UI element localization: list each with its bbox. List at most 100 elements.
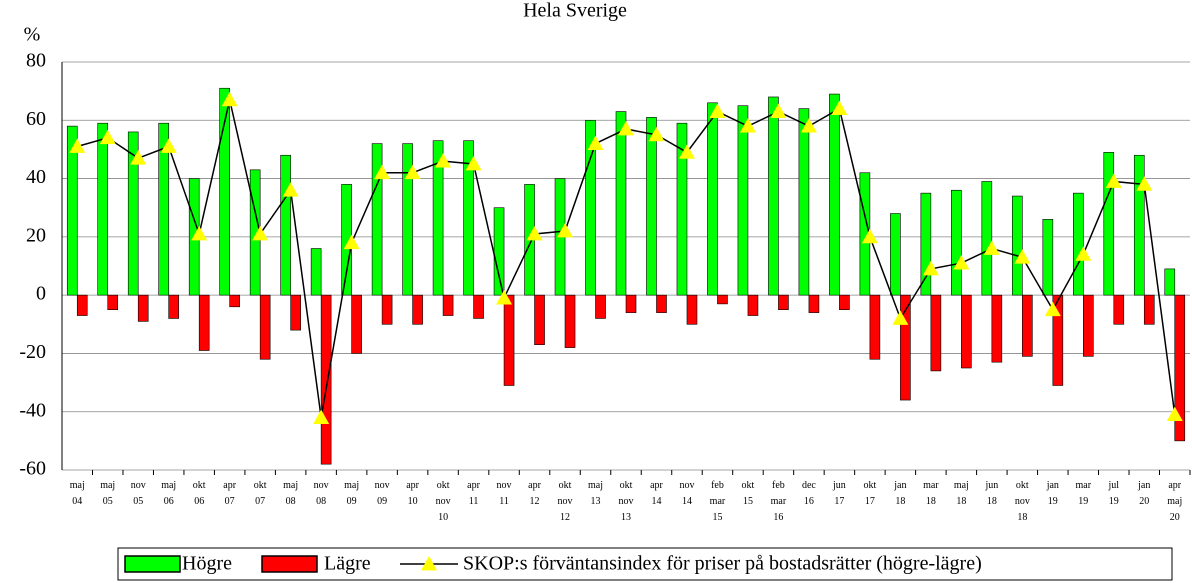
x-tick-label: okt 17 [863, 480, 877, 507]
bar [463, 140, 474, 296]
y-tick-label: 20 [26, 224, 46, 246]
marker [709, 103, 726, 118]
y-tick-label: 80 [26, 50, 46, 72]
marker [191, 225, 208, 241]
bar [127, 131, 139, 296]
bar [442, 294, 454, 316]
marker [252, 225, 269, 241]
x-tick-label: nov 05 [130, 480, 146, 507]
marker [1136, 176, 1153, 191]
legend-label: Lägre [324, 553, 371, 575]
bar [229, 294, 240, 308]
bar [219, 87, 230, 296]
x-tick-label: feb mar 16 [770, 480, 787, 523]
bar [585, 119, 596, 296]
y-tick-label: -20 [19, 341, 46, 363]
x-tick-label: apr 14 [650, 480, 663, 507]
marker [618, 121, 634, 136]
bar [259, 294, 271, 360]
x-tick-label: apr 12 [528, 480, 541, 507]
y-tick-label: 40 [26, 166, 46, 188]
marker [435, 153, 452, 168]
bar [66, 125, 78, 296]
x-tick-label: jun 17 [833, 480, 846, 507]
bar [1022, 294, 1033, 357]
bar [1113, 294, 1125, 325]
marker [587, 135, 604, 150]
marker [221, 91, 238, 107]
bar [432, 140, 444, 296]
bar [1164, 268, 1176, 296]
bar [290, 294, 301, 331]
bar [1174, 294, 1186, 442]
x-tick-label: apr 07 [223, 480, 237, 507]
bar [381, 294, 393, 325]
legend-label: SKOP:s förväntansindex för priser på bos… [463, 553, 982, 575]
bar [656, 294, 667, 313]
bar [137, 294, 149, 322]
marker [526, 225, 543, 241]
bar [402, 143, 413, 296]
marker [770, 103, 787, 118]
bar [493, 207, 505, 296]
bar [473, 294, 484, 319]
x-tick-label: jul 19 [1108, 480, 1120, 507]
x-tick-label: jun 18 [985, 480, 999, 507]
bar [1042, 219, 1054, 296]
x-tick-label: maj 18 [953, 480, 969, 507]
x-tick-label: maj 09 [344, 480, 360, 507]
x-tick-label: jan 18 [894, 480, 907, 507]
bar [97, 122, 109, 296]
marker [404, 164, 421, 180]
marker [861, 228, 878, 244]
bar [951, 189, 962, 296]
bar [920, 192, 932, 296]
bar [310, 248, 322, 296]
bar [768, 96, 779, 296]
bar [76, 294, 88, 316]
x-tick-label: maj 08 [283, 480, 299, 507]
x-tick-label: mar 18 [923, 480, 939, 507]
marker [1014, 249, 1031, 264]
bar [595, 294, 606, 319]
bar [371, 143, 383, 296]
x-tick-label: feb mar 15 [709, 480, 726, 523]
bar [320, 294, 332, 465]
marker [800, 118, 817, 133]
y-tick-label: 0 [36, 283, 46, 305]
bar [981, 181, 993, 296]
x-tick-label: jan 20 [1138, 480, 1151, 507]
bar [534, 294, 545, 345]
marker [557, 223, 574, 238]
bar [1052, 294, 1064, 386]
bar [412, 294, 423, 325]
marker [1075, 246, 1092, 261]
x-tick-label: apr 10 [406, 480, 419, 507]
x-tick-label: maj 13 [588, 480, 603, 507]
marker [831, 100, 848, 116]
x-tick-label: okt 15 [741, 480, 755, 507]
bar [737, 105, 749, 296]
marker [678, 144, 695, 159]
marker [99, 129, 116, 145]
bar [890, 213, 901, 296]
y-tick-label: -40 [19, 399, 46, 421]
x-tick-label: nov 14 [679, 480, 695, 507]
bar [280, 154, 291, 296]
bar [158, 122, 170, 296]
y-tick-label: -60 [19, 458, 46, 480]
bar [930, 294, 942, 372]
marker [496, 290, 513, 305]
marker [953, 255, 970, 270]
x-tick-label: okt nov 12 [557, 480, 573, 523]
bar [717, 294, 728, 305]
marker [892, 310, 909, 325]
marker [739, 118, 756, 133]
x-tick-label: okt 07 [253, 480, 267, 507]
bar [900, 294, 911, 401]
marker [69, 138, 86, 153]
bar [198, 294, 210, 351]
marker [313, 409, 330, 424]
